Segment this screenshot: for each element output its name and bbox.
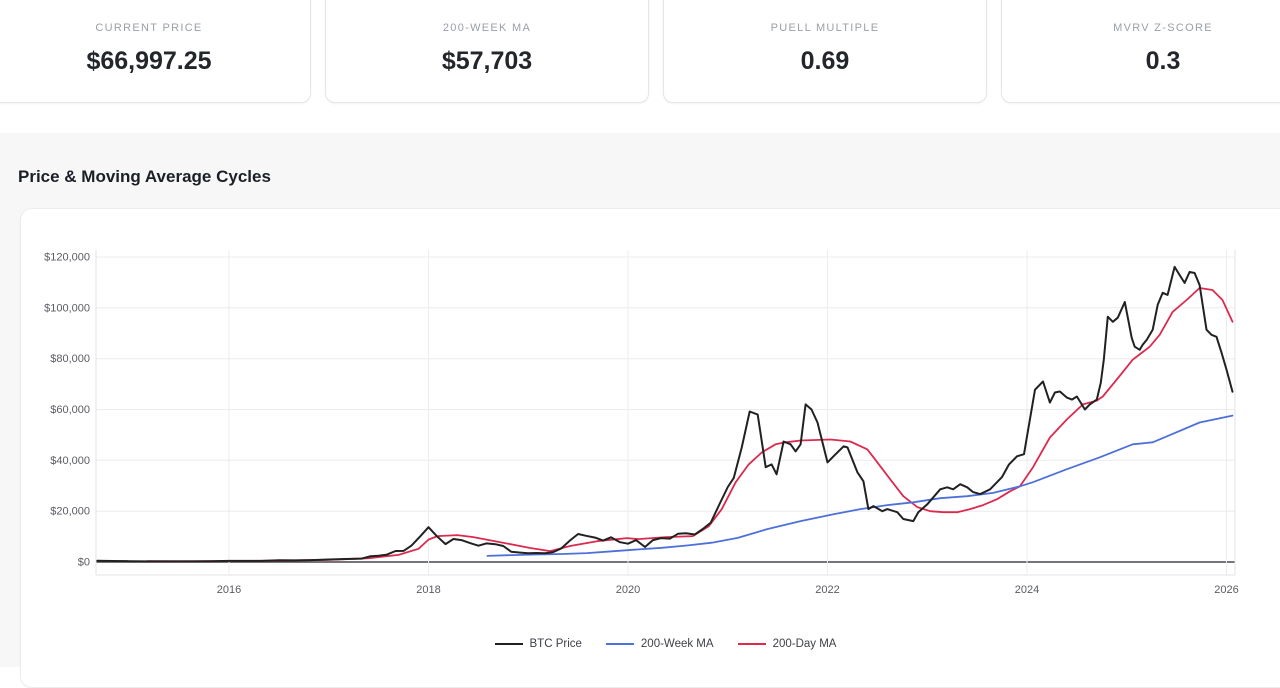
stat-card-label: PUELL MULTIPLE: [770, 22, 880, 34]
stat-card-label: MVRV Z-SCORE: [1113, 22, 1213, 34]
legend-item-200-week-ma[interactable]: 200-Week MA: [605, 638, 714, 650]
legend-label: 200-Day MA: [772, 638, 837, 650]
stat-card-value: $57,703: [441, 47, 533, 75]
stat-card-label: CURRENT PRICE: [95, 22, 203, 34]
legend-line-swatch: [737, 643, 766, 645]
stat-card-mvrv-z-score: MVRV Z-SCORE 0.3: [1001, 0, 1280, 103]
stat-card-current-price: CURRENT PRICE $66,997.25: [0, 0, 311, 103]
legend-item-200-day-ma[interactable]: 200-Day MA: [737, 638, 837, 650]
legend-line-swatch: [494, 643, 523, 645]
stat-card-200-week-ma: 200-WEEK MA $57,703: [325, 0, 649, 103]
stat-card-puell-multiple: PUELL MULTIPLE 0.69: [663, 0, 987, 103]
legend-label: 200-Week MA: [640, 638, 714, 650]
stat-card-value: 0.3: [1145, 47, 1181, 75]
stat-card-label: 200-WEEK MA: [442, 22, 532, 34]
stat-card-value: $66,997.25: [86, 47, 212, 75]
legend-label: BTC Price: [529, 638, 582, 650]
chart-panel: [20, 208, 1280, 688]
chart-legend: BTC Price 200-Week MA 200-Day MA: [96, 638, 1235, 650]
section-title: Price & Moving Average Cycles: [18, 167, 271, 186]
legend-line-swatch: [605, 643, 634, 645]
legend-item-btc-price[interactable]: BTC Price: [494, 638, 582, 650]
chart-section: Price & Moving Average Cycles: [0, 133, 1280, 688]
stat-card-value: 0.69: [800, 47, 850, 75]
stat-cards-row: CURRENT PRICE $66,997.25 200-WEEK MA $57…: [0, 0, 1280, 123]
